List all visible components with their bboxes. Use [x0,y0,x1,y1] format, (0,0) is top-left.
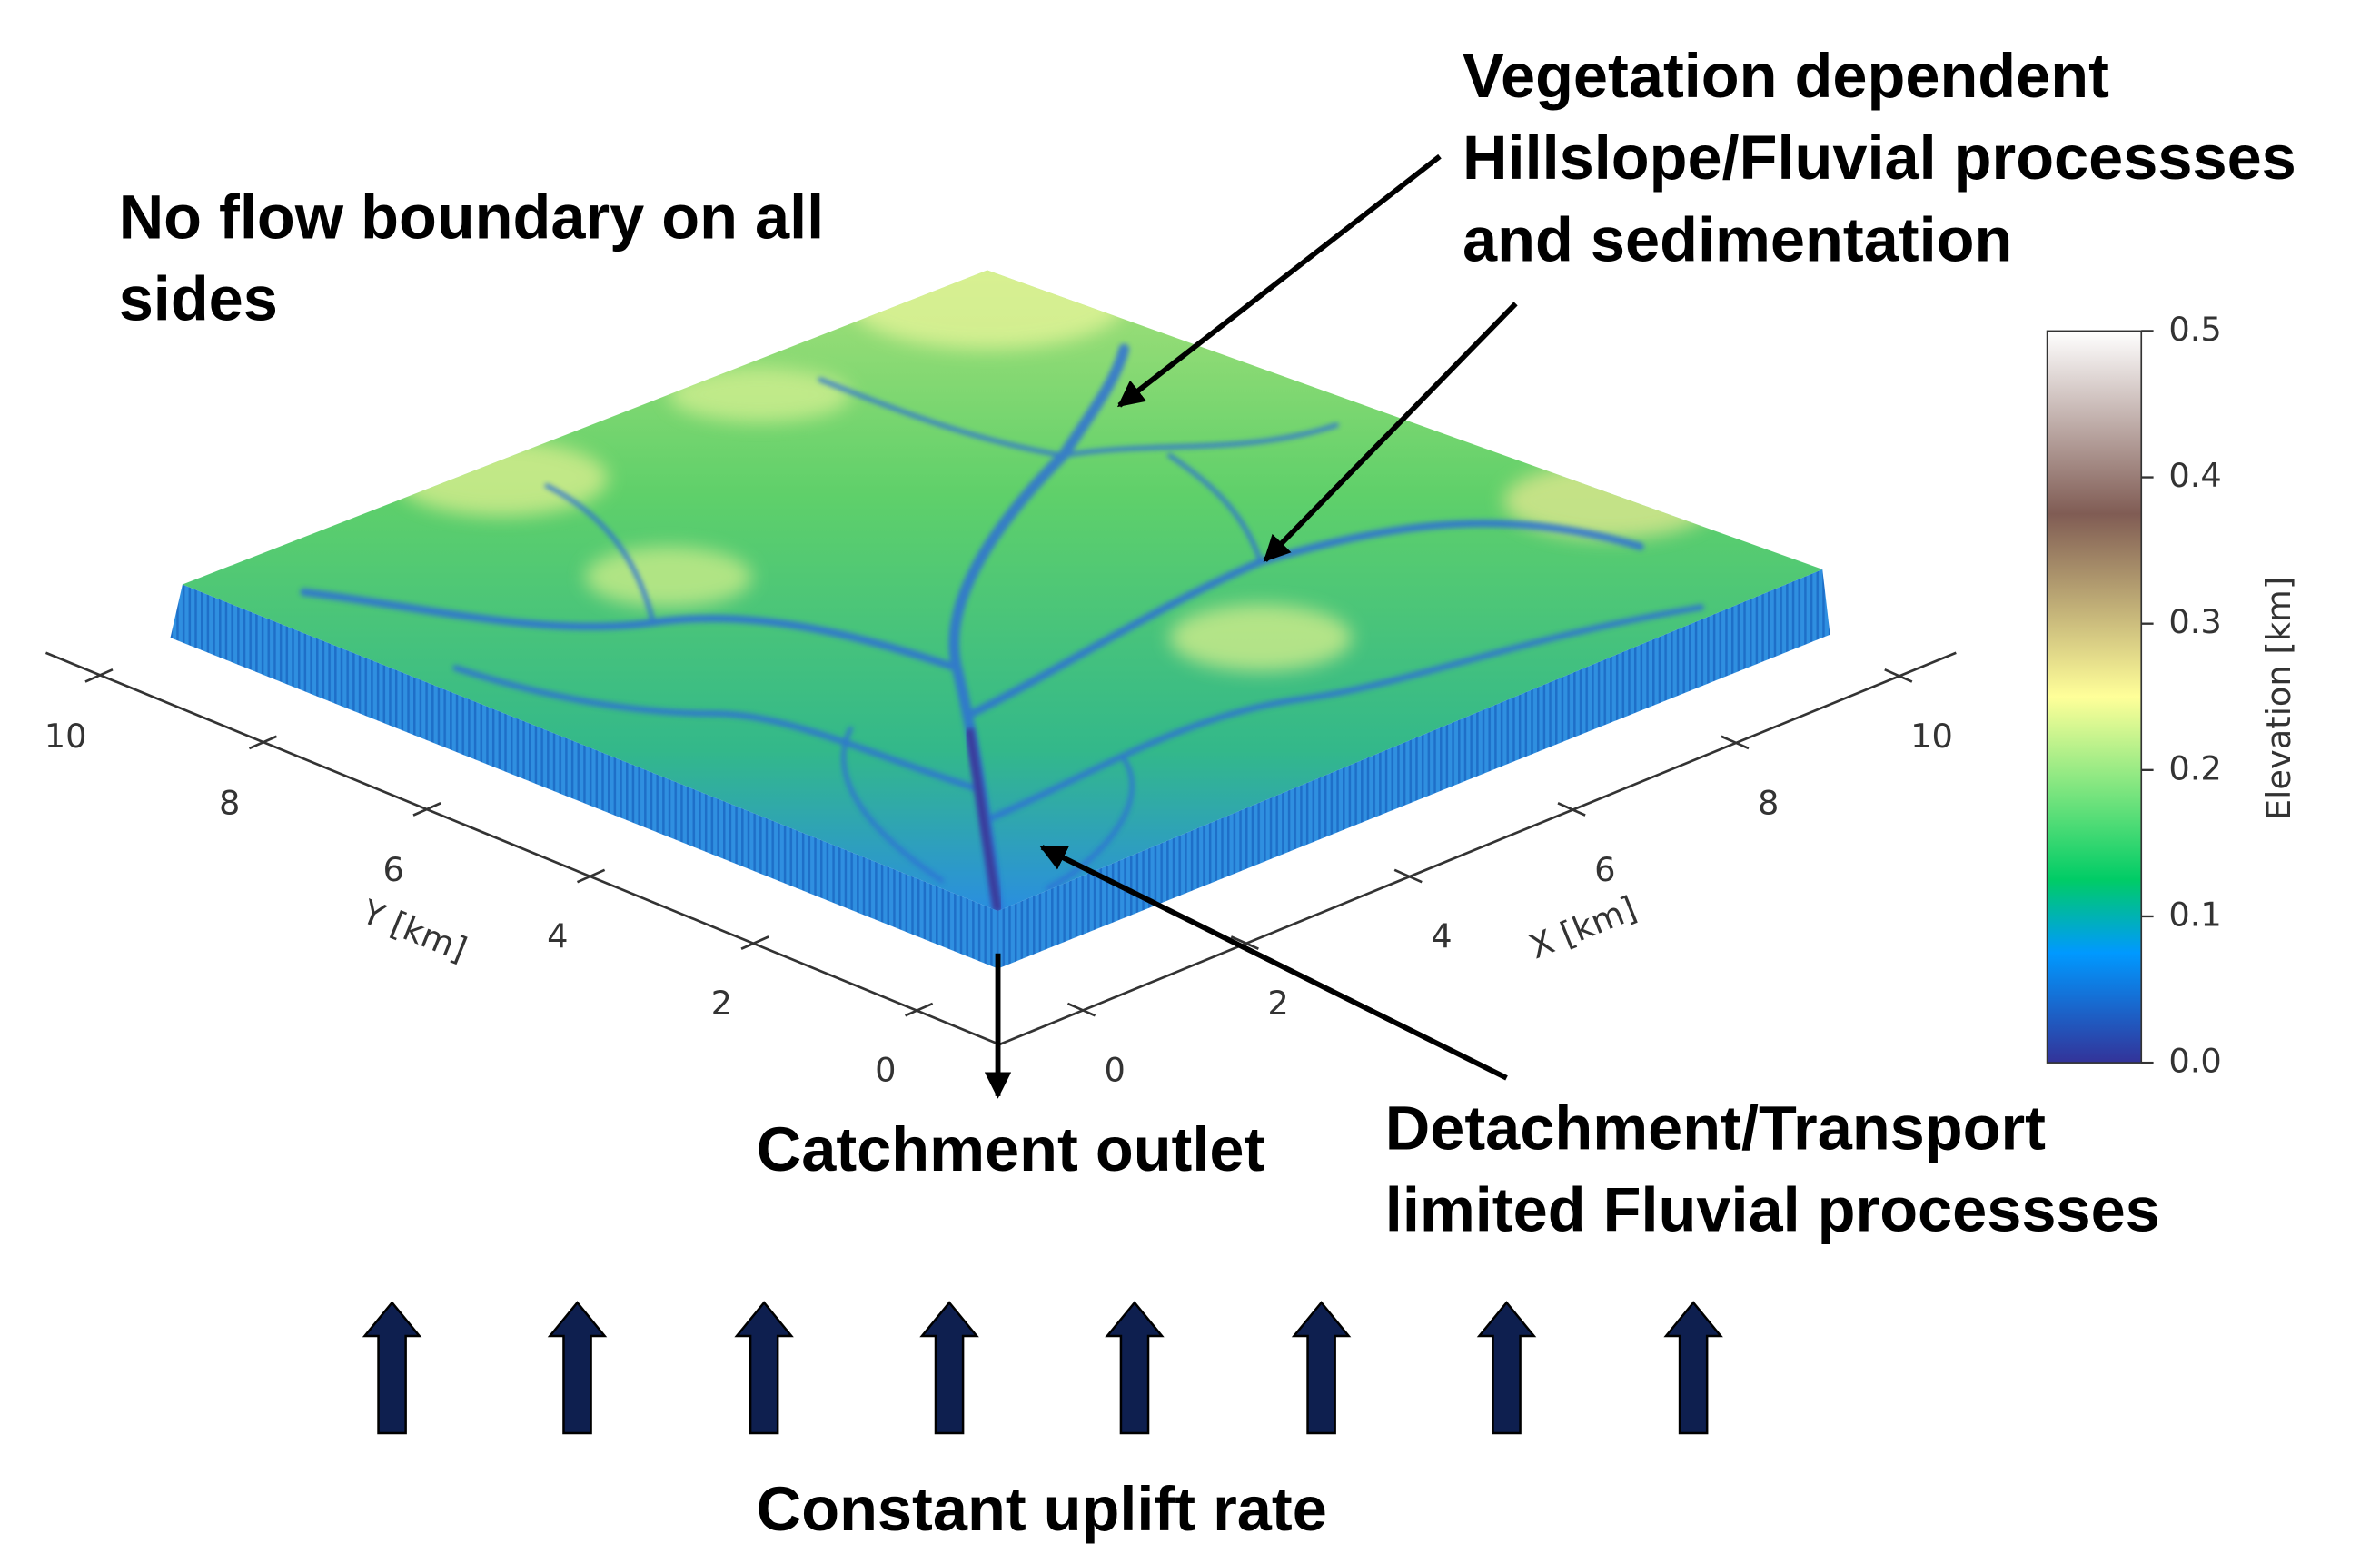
colorbar-tick-label: 0.4 [2168,456,2221,495]
colorbar [2048,331,2142,1063]
tick-label: 0 [875,1051,896,1090]
terrain [171,258,1830,968]
uplift-arrow [1479,1302,1533,1433]
y-axis-label: Y [km] [356,892,472,969]
uplift-arrow [1294,1302,1349,1433]
tick-label: 2 [1267,984,1288,1023]
tick-mark [906,1004,933,1015]
annotation-text: sides [119,264,278,334]
tick-label: 4 [1431,917,1452,956]
figure: 02468100246810 Y [km] X [km] 0.00.10.20.… [0,0,2380,1544]
annotation-text: Hillslope/Fluvial processses [1463,123,2296,193]
uplift-arrow [1107,1302,1162,1433]
colorbar-tick-label: 0.2 [2168,748,2221,787]
annotation-text: Catchment outlet [757,1114,1265,1184]
annotation-text: Vegetation dependent [1463,41,2109,111]
page: { "annotations": { "boundary": {"lines":… [0,0,2380,1544]
uplift-arrow [550,1302,604,1433]
annotation-text: and sedimentation [1463,205,2012,275]
tick-label: 6 [1594,850,1615,889]
uplift-arrows [364,1302,1721,1433]
tick-label: 8 [1758,783,1779,822]
tick-label: 10 [45,717,87,756]
pointer-arrow [1119,156,1440,405]
annotation-text: Detachment/Transport [1385,1093,2046,1163]
tick-label: 2 [711,984,732,1023]
tick-label: 8 [219,783,240,822]
colorbar-tick-label: 0.0 [2168,1042,2221,1081]
annotation-text: Constant uplift rate [757,1474,1327,1544]
annotation-text: No flow boundary on all [119,182,825,252]
uplift-arrow [1666,1302,1721,1433]
annotation-text: limited Fluvial processses [1385,1175,2160,1245]
uplift-arrow [364,1302,419,1433]
tick-label: 4 [547,917,568,956]
colorbar-label: Elevation [km] [2259,577,2298,820]
tick-label: 0 [1105,1051,1126,1090]
colorbar-tick-label: 0.5 [2168,310,2221,349]
colorbar-ticks: 0.0 0.1 0.2 0.3 0.4 0.5 [2141,310,2222,1081]
colorbar-tick-label: 0.3 [2168,602,2221,641]
x-axis-label: X [km] [1524,889,1642,967]
tick-label: 6 [383,850,404,889]
uplift-arrow [922,1302,977,1433]
pointer-arrow [1042,847,1507,1078]
tick-label: 10 [1910,717,1953,756]
colorbar-tick-label: 0.1 [2168,895,2221,934]
uplift-arrow [737,1302,791,1433]
